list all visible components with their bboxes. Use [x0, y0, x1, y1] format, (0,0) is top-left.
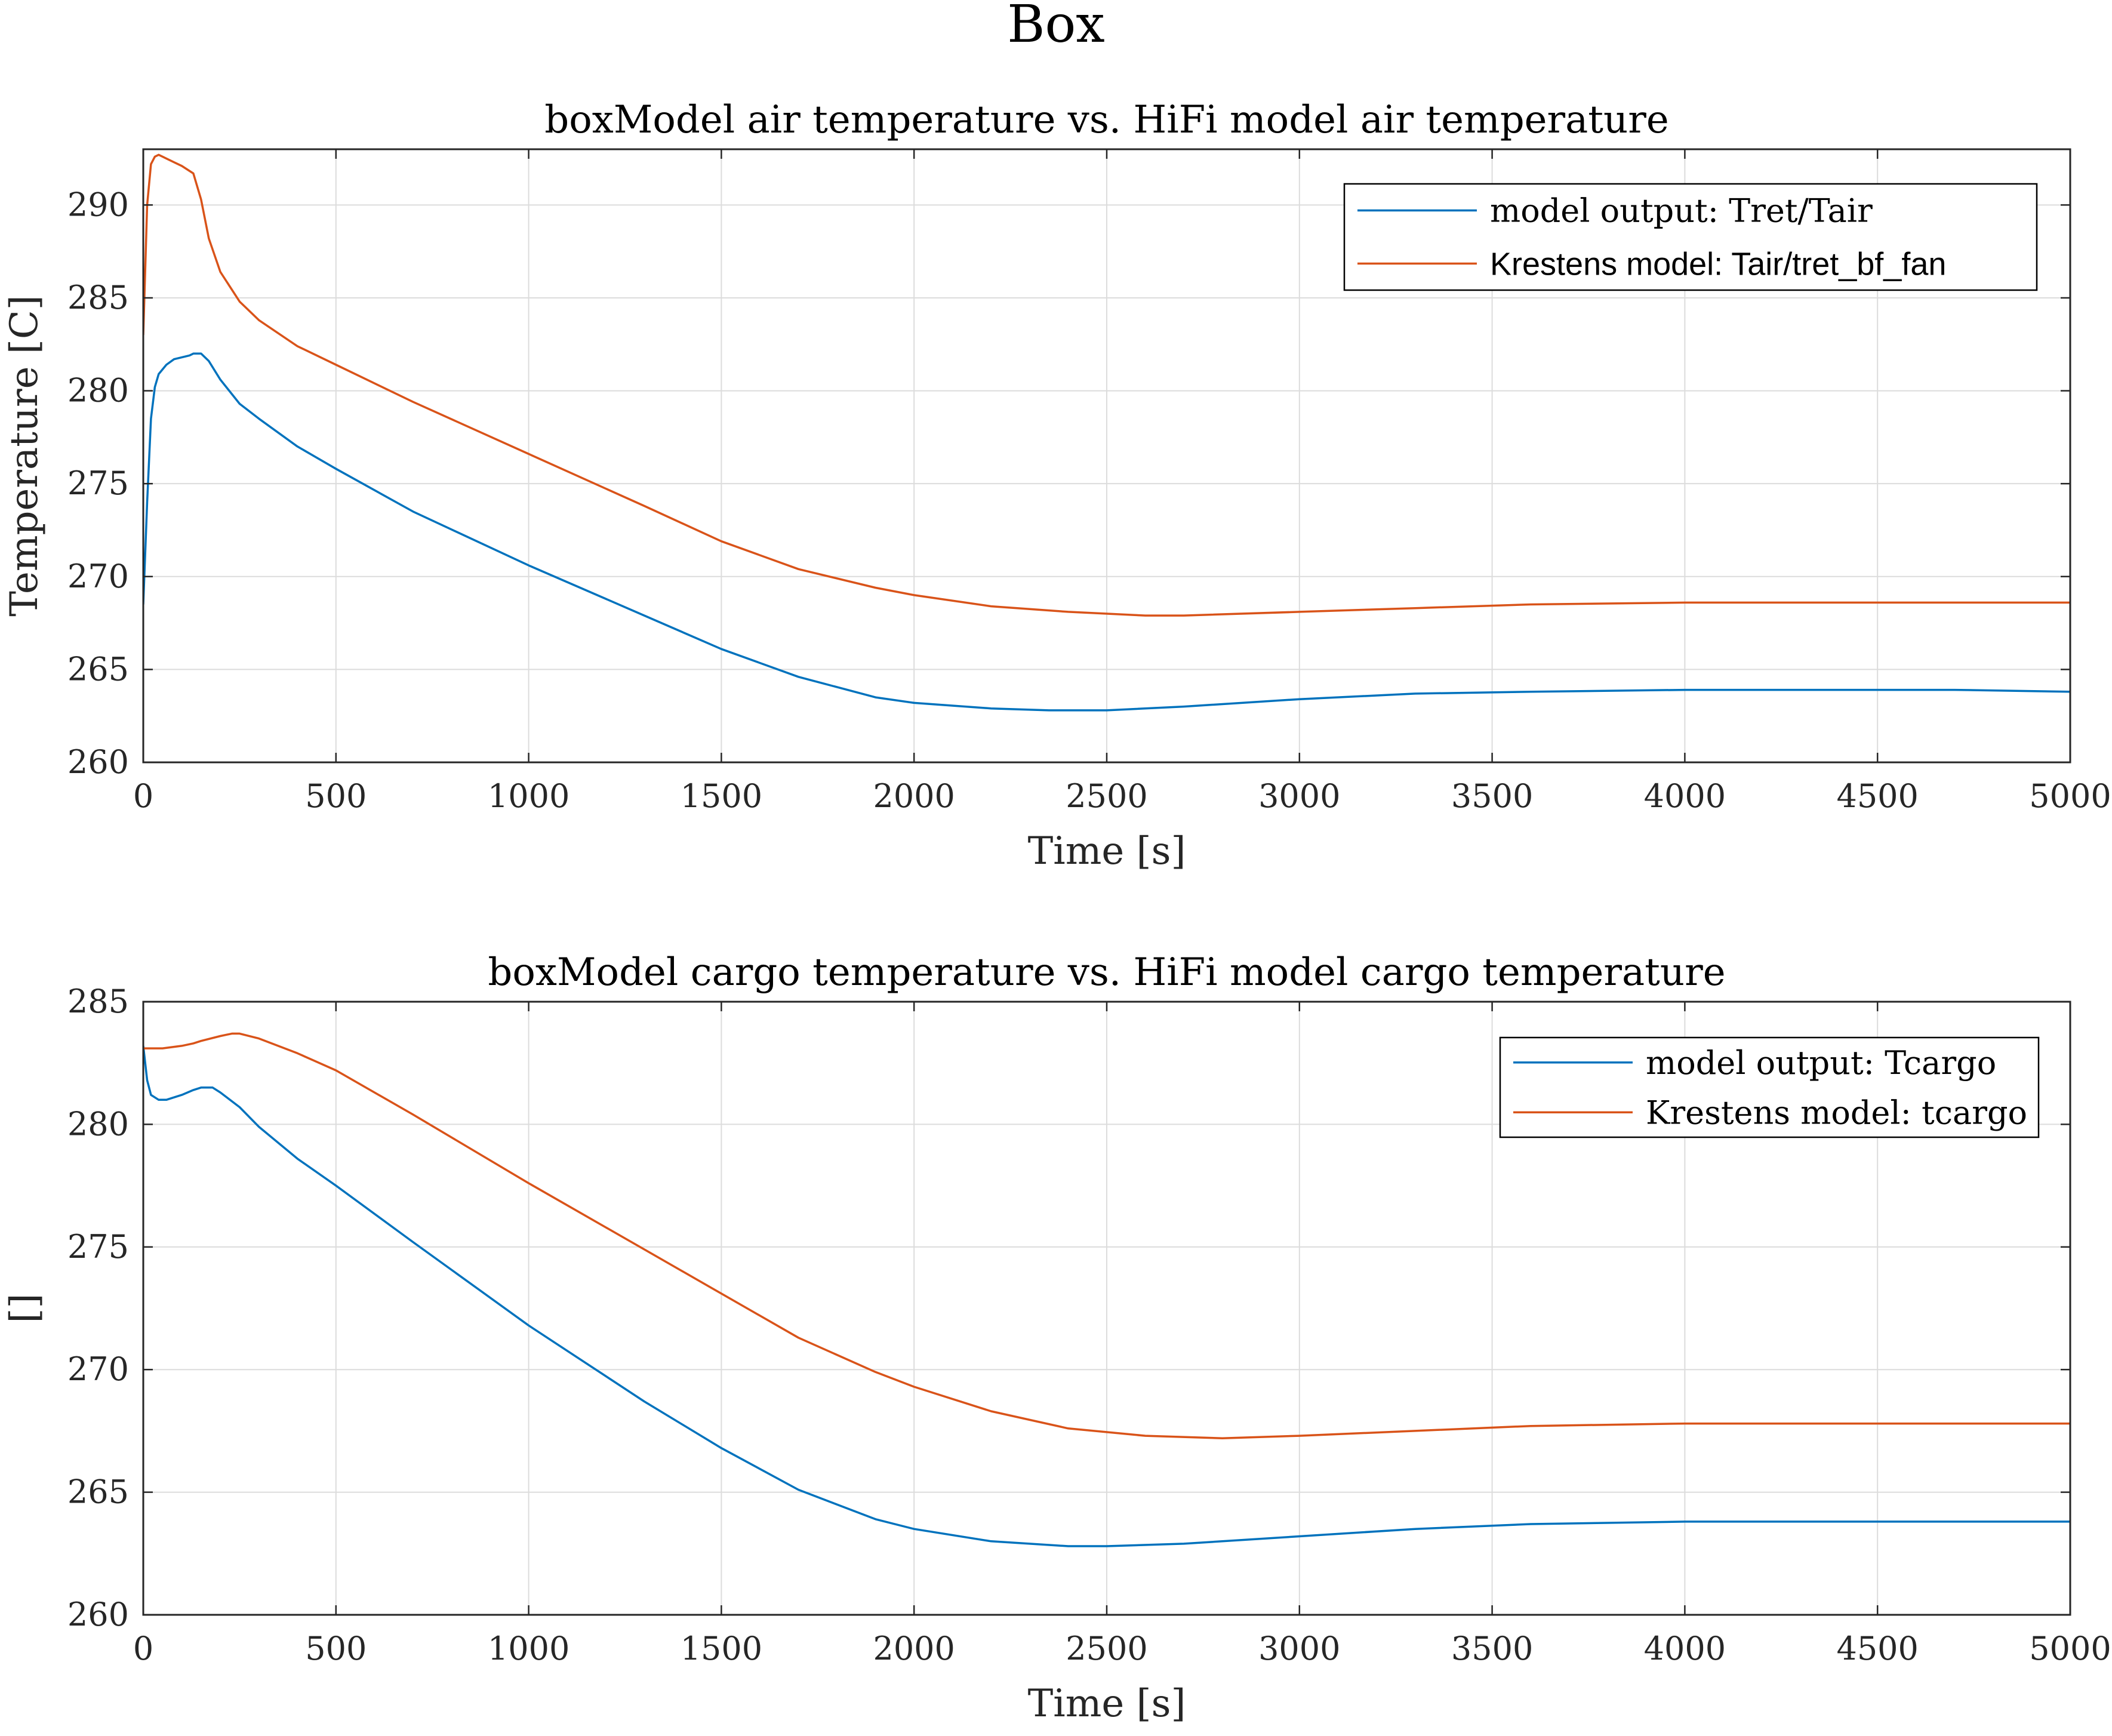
chart2-xtick-label-4000: 4000 [1644, 1630, 1726, 1667]
chart2-ytick-label-270: 270 [67, 1350, 129, 1388]
plots-container: 0 500 1000 1500 2000 2500 3000 3500 4000 4500 5000… [2, 98, 2111, 1726]
chart1-legend-label-1: model output: Tret/Tair [1490, 192, 1873, 230]
chart1-ytick-label-280: 280 [67, 372, 129, 410]
chart2-ytick-label-265: 265 [67, 1473, 129, 1511]
chart1-xtick-label-4500: 4500 [1836, 777, 1918, 815]
chart2-xtick-label-2000: 2000 [873, 1630, 955, 1667]
chart-2: 0 500 1000 1500 2000 2500 3000 3500 4000 4500 5000… [2, 950, 2111, 1726]
chart2-ytick-label-275: 275 [67, 1228, 129, 1266]
figure-title: Box [1007, 0, 1104, 54]
chart1-series-line-2 [143, 153, 2070, 617]
chart-1: 0 500 1000 1500 2000 2500 3000 3500 4000 4500 5000… [2, 98, 2111, 873]
chart2-legend-box [1499, 1036, 2040, 1138]
chart2-legend-label-1: model output: Tcargo [1646, 1044, 1996, 1082]
chart1-xtick-label-500: 500 [305, 777, 367, 815]
chart1-xtick-label-1000: 1000 [488, 777, 569, 815]
chart1-xtick-label-5000: 5000 [2029, 777, 2111, 815]
chart2-xtick-label-3000: 3000 [1258, 1630, 1340, 1667]
chart1-legend-box [1343, 183, 2038, 291]
chart2-series-line-2 [143, 1032, 2070, 1439]
chart2-xlabel: Time [s] [1028, 1682, 1186, 1726]
chart2-xtick-label-500: 500 [305, 1630, 367, 1667]
chart2-xtick-label-1000: 1000 [488, 1630, 569, 1667]
chart2-xtick-label-4500: 4500 [1836, 1630, 1918, 1667]
chart1-ytick-label-285: 285 [67, 279, 129, 316]
chart2-legend-label-2: Krestens model: tcargo [1646, 1094, 2027, 1131]
chart1-xtick-label-2500: 2500 [1066, 777, 1147, 815]
chart2-ylabel: [] [2, 1294, 47, 1323]
chart1-xtick-label-3000: 3000 [1258, 777, 1340, 815]
chart1-ytick-label-290: 290 [67, 186, 129, 223]
chart1-series-line-1 [143, 352, 2070, 712]
chart1-legend: model output: Tret/Tair Krestens model: T… [1343, 183, 2038, 291]
chart2-title: boxModel cargo temperature vs. HiFi mode… [488, 950, 1725, 995]
chart2-xtick-label-1500: 1500 [681, 1630, 762, 1667]
chart1-xtick-label-4000: 4000 [1644, 777, 1726, 815]
chart1-xtick-label-1500: 1500 [681, 777, 762, 815]
chart1-xtick-label-3500: 3500 [1451, 777, 1533, 815]
chart1-xlabel: Time [s] [1028, 829, 1186, 873]
chart2-ytick-label-285: 285 [67, 983, 129, 1020]
chart2-series-line-1 [143, 1045, 2070, 1547]
chart2-xtick-label-0: 0 [133, 1630, 153, 1667]
chart1-ytick-label-265: 265 [67, 650, 129, 688]
chart1-xtick-label-0: 0 [133, 777, 153, 815]
chart1-ylabel: Temperature [C] [2, 295, 47, 617]
chart2-ytick-label-280: 280 [67, 1105, 129, 1143]
chart1-ytick-label-270: 270 [67, 558, 129, 595]
chart1-ytick-label-260: 260 [67, 743, 129, 781]
chart1-title: boxModel air temperature vs. HiFi model … [544, 98, 1668, 142]
chart1-legend-label-2: Krestens model: Tair/tret_bf_fan [1490, 247, 1946, 282]
chart2-xtick-label-2500: 2500 [1066, 1630, 1147, 1667]
chart1-xtick-label-2000: 2000 [873, 777, 955, 815]
chart2-xtick-label-3500: 3500 [1451, 1630, 1533, 1667]
chart2-xtick-label-5000: 5000 [2029, 1630, 2111, 1667]
chart2-ytick-label-260: 260 [67, 1596, 129, 1633]
chart2-legend: model output: Tcargo Krestens model: tcar… [1499, 1036, 2040, 1138]
chart1-ytick-label-275: 275 [67, 464, 129, 502]
